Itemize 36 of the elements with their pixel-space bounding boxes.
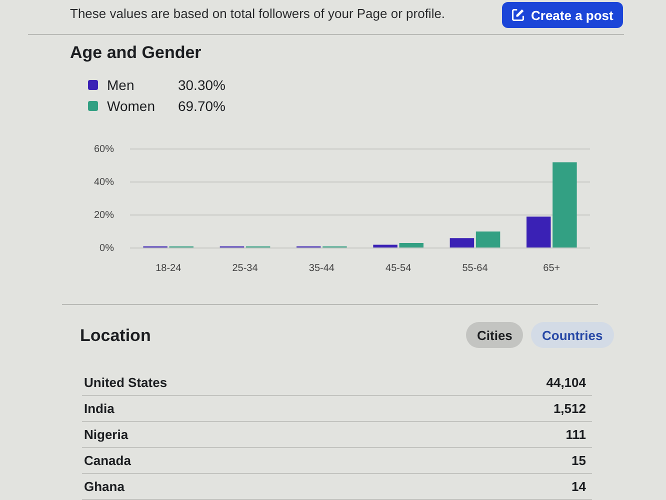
- bar: [552, 162, 577, 248]
- legend-label: Men: [107, 77, 136, 93]
- data-label: 1,512: [553, 401, 586, 416]
- bar: [450, 238, 474, 248]
- category-label: Nigeria: [84, 427, 128, 442]
- bar: [526, 216, 551, 248]
- text: These values are based on total followers of your Page or profile.: [70, 6, 446, 21]
- x-tick-label: 35-44: [308, 262, 335, 274]
- x-tick-label: 55-64: [462, 262, 488, 274]
- data-label: 111: [566, 427, 586, 442]
- text: 69.70%: [176, 98, 226, 114]
- data-label: 44,104: [546, 375, 586, 390]
- category-label: Canada: [84, 453, 131, 468]
- y-tick-label: 60%: [94, 144, 114, 155]
- data-label: 15: [572, 453, 586, 468]
- data-label: 14: [572, 479, 586, 494]
- text: Location: [80, 326, 151, 346]
- x-tick-label: 65+: [543, 262, 560, 274]
- category-label: Ghana: [84, 479, 124, 494]
- legend-label: Women: [107, 98, 155, 114]
- y-tick-label: 20%: [94, 210, 114, 221]
- category-label: United States: [84, 375, 168, 390]
- chart-title: Age and Gender: [70, 43, 202, 63]
- post-button[interactable]: Create a post: [502, 2, 624, 28]
- text: 30.30%: [176, 77, 226, 93]
- toggle-button[interactable]: Countries: [531, 322, 614, 348]
- x-tick-label: 45-54: [386, 262, 412, 274]
- bar: [476, 232, 500, 248]
- bar: [373, 244, 398, 248]
- y-tick-label: 0%: [100, 242, 114, 254]
- bar: [399, 243, 424, 248]
- toggle-button[interactable]: Cities: [466, 322, 524, 348]
- category-label: India: [84, 401, 114, 416]
- x-tick-label: 25-34: [232, 262, 258, 274]
- y-tick-label: 40%: [94, 176, 114, 188]
- x-tick-label: 18-24: [156, 262, 182, 274]
